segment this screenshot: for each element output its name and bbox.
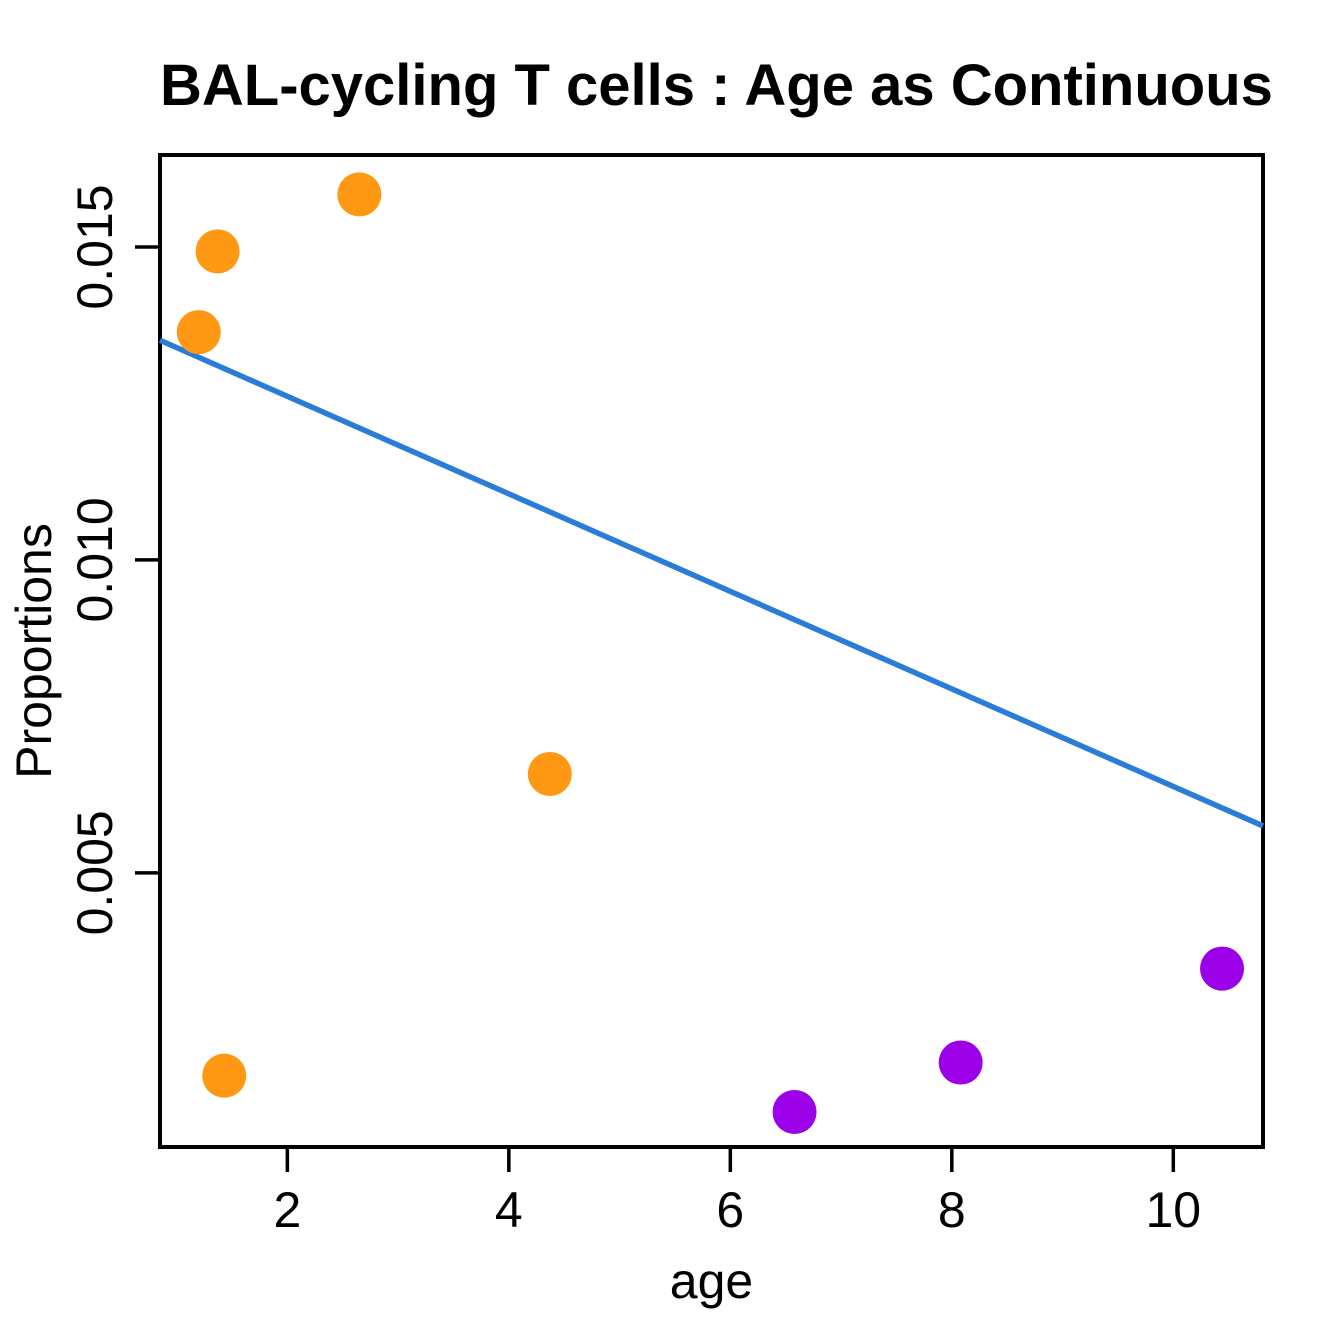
plot-box — [158, 153, 1265, 1149]
data-point-young-group-orange — [337, 172, 382, 217]
y-axis-tick-label: 0.015 — [67, 184, 123, 309]
x-axis-label: age — [669, 1253, 754, 1309]
y-axis-tick-label: 0.010 — [67, 497, 123, 622]
y-axis-tick-label: 0.005 — [67, 810, 123, 935]
data-point-old-group-purple — [772, 1089, 817, 1134]
data-point-old-group-purple — [1200, 946, 1245, 991]
data-point-old-group-purple — [938, 1040, 983, 1085]
regression-line — [158, 337, 1265, 829]
x-axis-tick-label: 4 — [495, 1182, 523, 1238]
data-point-young-group-orange — [202, 1053, 247, 1098]
x-axis-tick-label: 8 — [938, 1182, 966, 1238]
chart-title: BAL-cycling T cells : Age as Continuous — [160, 53, 1273, 118]
data-point-young-group-orange — [176, 310, 221, 355]
data-point-young-group-orange — [527, 751, 572, 796]
x-axis-tick-label: 2 — [273, 1182, 301, 1238]
data-point-young-group-orange — [195, 229, 240, 274]
x-axis-tick-label: 10 — [1145, 1182, 1201, 1238]
x-axis-tick-label: 6 — [716, 1182, 744, 1238]
